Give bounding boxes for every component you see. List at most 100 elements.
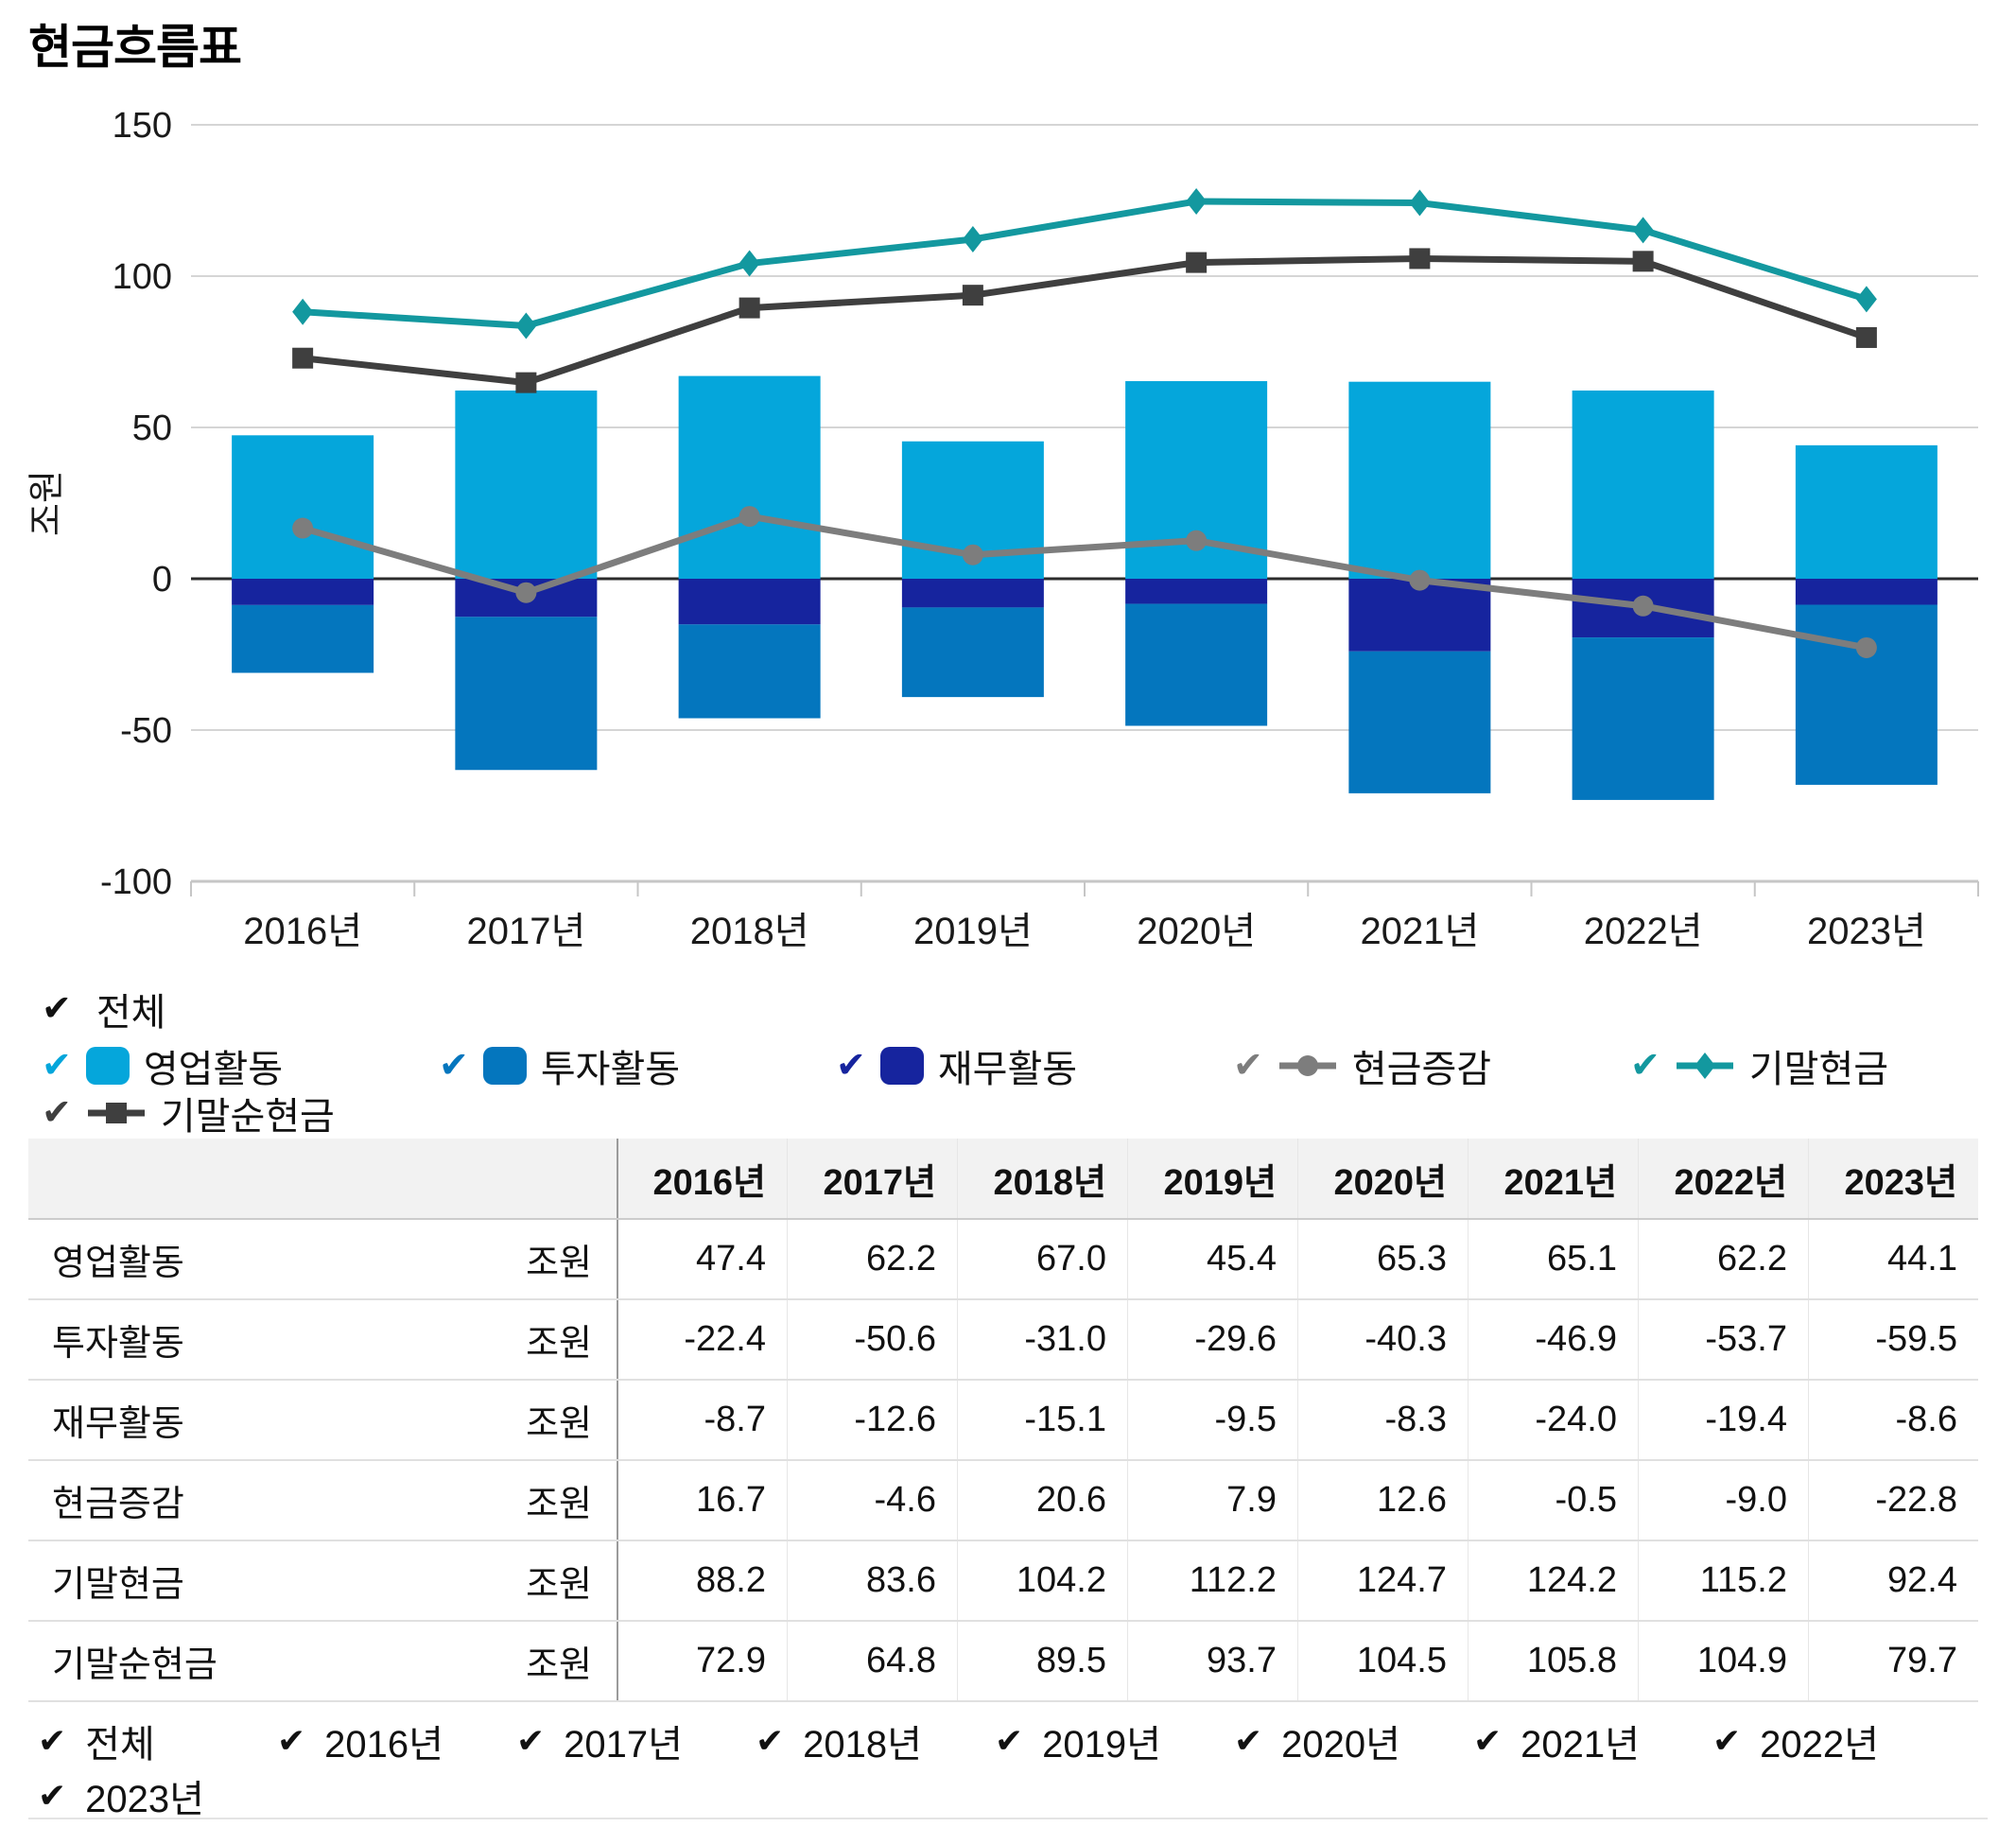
bar-영업활동-2021년[interactable] <box>1348 381 1491 579</box>
bar-재무활동-2019년[interactable] <box>901 579 1044 608</box>
x-label-2023년: 2023년 <box>1807 911 1926 952</box>
table-unit-cell: 조원 <box>526 1645 592 1685</box>
bar-재무활동-2023년[interactable] <box>1795 579 1938 605</box>
bar-영업활동-2016년[interactable] <box>232 435 374 579</box>
filter-label: 2019년 <box>1042 1724 1161 1766</box>
legend-all-toggle[interactable]: ✔ 전체 <box>42 982 165 1036</box>
filter-checkbox-전체[interactable]: ✔ 전체 <box>38 1714 277 1768</box>
bar-재무활동-2018년[interactable] <box>678 579 821 625</box>
table-cell-투자활동-2019년: -29.6 <box>1127 1300 1297 1379</box>
filter-checkbox-2019년[interactable]: ✔ 2019년 <box>995 1714 1234 1768</box>
bar-투자활동-2022년[interactable] <box>1572 637 1714 800</box>
legend-item-label: 재무활동 <box>937 1049 1078 1090</box>
table-header-year-2019년: 2019년 <box>1127 1139 1297 1218</box>
table-header-row: 2016년 2017년 2018년 2019년 2020년 2021년 2022년 2023년 <box>28 1139 1978 1220</box>
bar-영업활동-2017년[interactable] <box>455 390 598 579</box>
table-cell-기말순현금-2023년: 79.7 <box>1808 1622 1978 1700</box>
legend-net-row: ✔ 기말순현금 <box>42 1086 335 1140</box>
legend-item-영업활동[interactable]: ✔ 영업활동 <box>42 1038 439 1093</box>
marker-기말현금-2023년[interactable] <box>1855 286 1877 313</box>
x-label-2018년: 2018년 <box>690 911 809 952</box>
marker-기말현금-2019년[interactable] <box>962 225 983 252</box>
marker-기말현금-2021년[interactable] <box>1409 189 1431 217</box>
bar-투자활동-2018년[interactable] <box>678 624 821 719</box>
table-cell-기말현금-2017년: 83.6 <box>787 1541 957 1620</box>
bar-영업활동-2022년[interactable] <box>1572 390 1714 579</box>
marker-현금증감-2018년[interactable] <box>739 506 760 528</box>
legend-item-투자활동[interactable]: ✔ 투자활동 <box>439 1038 836 1093</box>
check-icon: ✔ <box>1473 1721 1503 1760</box>
marker-기말현금-2016년[interactable] <box>292 298 314 325</box>
legend-item-재무활동[interactable]: ✔ 재무활동 <box>836 1038 1233 1093</box>
marker-기말순현금-2023년[interactable] <box>1855 326 1877 348</box>
marker-현금증감-2023년[interactable] <box>1855 636 1877 658</box>
circle-line-marker-icon <box>1278 1055 1336 1076</box>
marker-현금증감-2022년[interactable] <box>1632 595 1654 617</box>
filter-checkbox-2022년[interactable]: ✔ 2022년 <box>1712 1714 1952 1768</box>
bar-투자활동-2023년[interactable] <box>1795 604 1938 785</box>
legend-item-현금증감[interactable]: ✔ 현금증감 <box>1233 1038 1630 1093</box>
marker-기말현금-2020년[interactable] <box>1186 187 1208 215</box>
marker-기말순현금-2020년[interactable] <box>1186 252 1208 273</box>
filter-checkbox-2016년[interactable]: ✔ 2016년 <box>277 1714 516 1768</box>
table-header-blank-cell <box>28 1139 444 1218</box>
legend-item-기말순현금[interactable]: ✔ 기말순현금 <box>42 1086 335 1140</box>
table-cell-영업활동-2022년: 62.2 <box>1638 1220 1808 1298</box>
line-기말순현금[interactable] <box>302 254 1868 387</box>
table-cell-영업활동-2017년: 62.2 <box>787 1220 957 1298</box>
bar-투자활동-2021년[interactable] <box>1348 651 1491 793</box>
marker-기말순현금-2021년[interactable] <box>1409 248 1431 270</box>
y-tick-label-150: 150 <box>113 106 172 146</box>
table-cell-투자활동-2021년: -46.9 <box>1468 1300 1638 1379</box>
table-cell-재무활동-2019년: -9.5 <box>1127 1381 1297 1459</box>
filter-checkbox-2020년[interactable]: ✔ 2020년 <box>1234 1714 1473 1768</box>
table-cell-현금증감-2021년: -0.5 <box>1468 1461 1638 1540</box>
filter-label: 2018년 <box>803 1724 922 1766</box>
line-기말현금[interactable] <box>302 198 1868 329</box>
table-cell-현금증감-2022년: -9.0 <box>1638 1461 1808 1540</box>
marker-기말현금-2018년[interactable] <box>739 250 760 277</box>
marker-기말순현금-2019년[interactable] <box>962 285 983 306</box>
marker-현금증감-2019년[interactable] <box>962 544 983 566</box>
bar-재무활동-2016년[interactable] <box>232 579 374 605</box>
table-cell-기말순현금-2021년: 105.8 <box>1468 1622 1638 1700</box>
bar-영업활동-2023년[interactable] <box>1795 444 1938 579</box>
y-axis-unit-label: 조원 <box>27 470 67 536</box>
bar-영업활동-2018년[interactable] <box>678 375 821 579</box>
filter-checkbox-2023년[interactable]: ✔ 2023년 <box>38 1768 277 1823</box>
table-cell-투자활동-2022년: -53.7 <box>1638 1300 1808 1379</box>
bar-투자활동-2019년[interactable] <box>901 607 1044 698</box>
filter-label: 2020년 <box>1281 1724 1400 1766</box>
table-cell-기말현금-2022년: 115.2 <box>1638 1541 1808 1620</box>
marker-현금증감-2021년[interactable] <box>1409 569 1431 591</box>
table-row-label: 기말현금 <box>52 1565 184 1605</box>
marker-현금증감-2017년[interactable] <box>515 582 537 603</box>
table-cell-기말현금-2021년: 124.2 <box>1468 1541 1638 1620</box>
filter-checkbox-2017년[interactable]: ✔ 2017년 <box>516 1714 756 1768</box>
bar-투자활동-2020년[interactable] <box>1125 603 1268 726</box>
bar-투자활동-2017년[interactable] <box>455 617 598 771</box>
table-cell-기말현금-2020년: 124.7 <box>1297 1541 1468 1620</box>
table-cell-영업활동-2018년: 67.0 <box>957 1220 1127 1298</box>
marker-기말순현금-2017년[interactable] <box>515 372 537 393</box>
legend-item-기말현금[interactable]: ✔ 기말현금 <box>1630 1038 1888 1093</box>
table-cell-현금증감-2016년: 16.7 <box>617 1461 787 1540</box>
marker-기말현금-2017년[interactable] <box>515 312 537 339</box>
marker-기말순현금-2022년[interactable] <box>1632 251 1654 272</box>
table-cell-현금증감-2023년: -22.8 <box>1808 1461 1978 1540</box>
bar-재무활동-2021년[interactable] <box>1348 579 1491 652</box>
marker-기말순현금-2016년[interactable] <box>292 347 314 369</box>
marker-현금증감-2020년[interactable] <box>1186 530 1208 551</box>
marker-현금증감-2016년[interactable] <box>292 517 314 539</box>
filter-checkbox-2018년[interactable]: ✔ 2018년 <box>756 1714 995 1768</box>
marker-기말순현금-2018년[interactable] <box>739 297 760 319</box>
bar-재무활동-2020년[interactable] <box>1125 579 1268 604</box>
bar-투자활동-2016년[interactable] <box>232 604 374 673</box>
filter-label: 2016년 <box>324 1724 443 1766</box>
filter-checkbox-2021년[interactable]: ✔ 2021년 <box>1473 1714 1712 1768</box>
year-filter-row: ✔ 전체 ✔ 2016년 ✔ 2017년 ✔ 2018년 ✔ 2019년 ✔ 2020년 ✔ 2021년 ✔… <box>38 1714 2005 1823</box>
table-cell-현금증감-2017년: -4.6 <box>787 1461 957 1540</box>
check-icon: ✔ <box>42 989 72 1029</box>
marker-기말현금-2022년[interactable] <box>1632 217 1654 244</box>
line-현금증감[interactable] <box>302 513 1868 652</box>
